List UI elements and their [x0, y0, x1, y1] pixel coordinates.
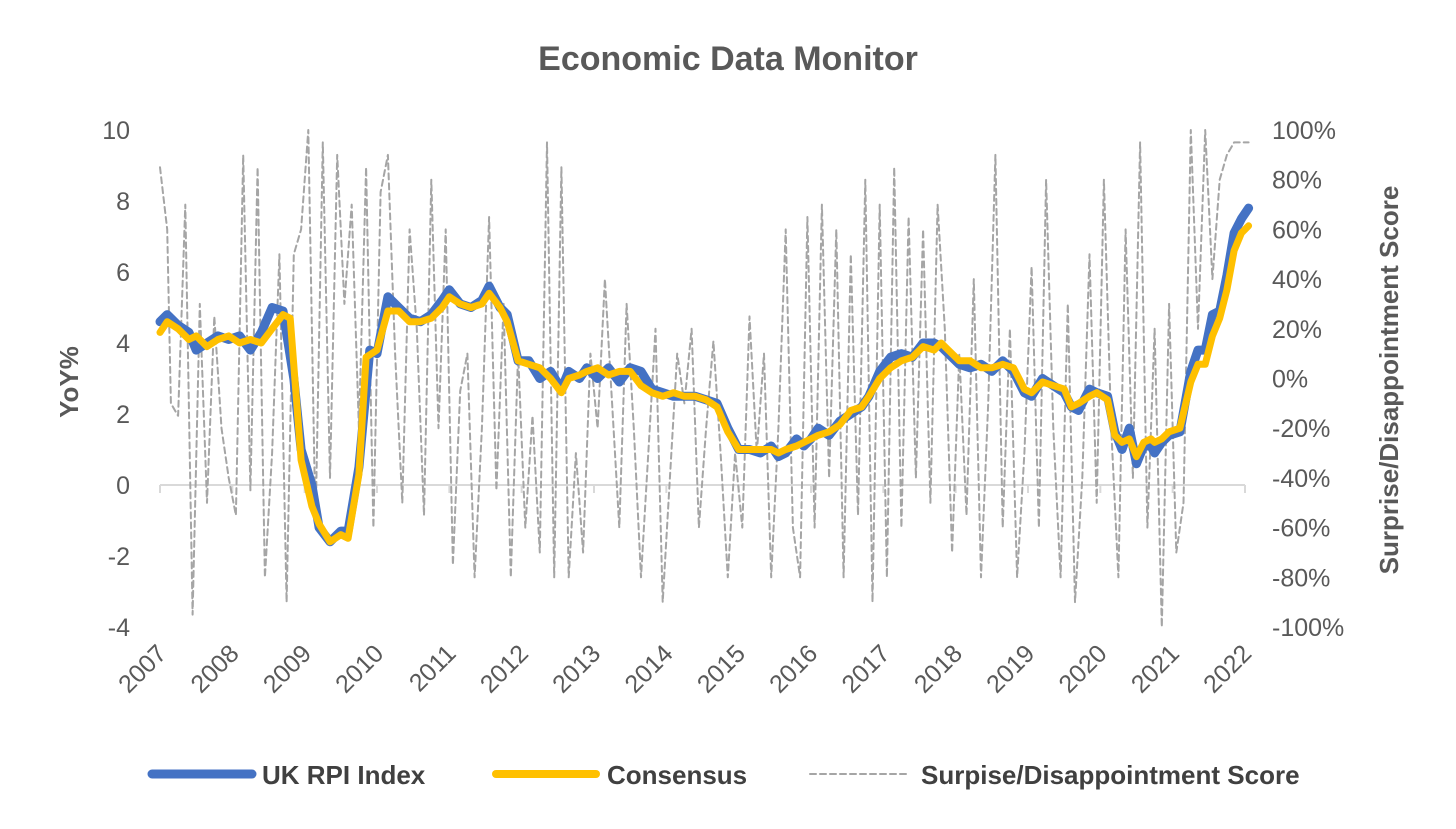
x-tick-label: 2022	[1198, 639, 1257, 698]
y-tick-label-left: -4	[108, 614, 130, 642]
y-axis-label-right: Surprise/Disappointment Score	[1374, 186, 1404, 575]
x-tick-label: 2018	[909, 639, 968, 698]
series-line-score	[159, 129, 1250, 628]
legend-label-score: Surpise/Disappointment Score	[921, 760, 1300, 790]
y-tick-label-right: 80%	[1272, 167, 1322, 195]
y-tick-label-right: -60%	[1272, 515, 1330, 543]
x-tick-label: 2021	[1126, 639, 1185, 698]
y-tick-label-left: 8	[116, 188, 130, 216]
y-tick-label-left: 2	[116, 401, 130, 429]
series-line-consensus	[156, 222, 1253, 546]
y-tick-label-left: 4	[116, 330, 130, 358]
y-tick-label-right: 100%	[1272, 117, 1336, 145]
y-tick-label-right: 20%	[1272, 316, 1322, 344]
y-tick-label-left: 6	[116, 259, 130, 287]
y-tick-label-right: -20%	[1272, 415, 1330, 443]
chart-title: Economic Data Monitor	[538, 40, 918, 78]
x-tick-label: 2009	[258, 639, 317, 698]
y-axis-label-left: YoY%	[54, 346, 84, 418]
legend-label-rpi: UK RPI Index	[262, 760, 426, 790]
y-tick-label-left: 0	[116, 472, 130, 500]
x-tick-label: 2017	[836, 639, 895, 698]
legend-label-consensus: Consensus	[607, 760, 747, 790]
x-tick-label: 2008	[185, 639, 244, 698]
x-tick-label: 2013	[547, 639, 606, 698]
legend: UK RPI Index Consensus Surpise/Disappoin…	[147, 760, 1300, 790]
y-tick-label-right: 40%	[1272, 266, 1322, 294]
x-tick-label: 2020	[1053, 639, 1112, 698]
x-tick-label: 2014	[619, 639, 678, 698]
series-layer	[155, 129, 1254, 628]
x-tick-label: 2010	[330, 639, 389, 698]
y-tick-label-right: 0%	[1272, 366, 1308, 394]
y-tick-label-right: 60%	[1272, 216, 1322, 244]
y-tick-label-right: -40%	[1272, 465, 1330, 493]
tick-layer: 10 8 6 4 2 0 -2 -4 100% 80% 60% 40% 20% 0% -20% -40% -60…	[102, 117, 1344, 699]
x-tick-label: 2019	[981, 639, 1040, 698]
x-tick-label: 2007	[113, 639, 172, 698]
y-tick-label-left: 10	[102, 117, 130, 145]
y-tick-label-left: -2	[108, 543, 130, 571]
x-tick-label: 2011	[404, 639, 462, 697]
x-tick-label: 2012	[475, 639, 534, 698]
x-tick-label: 2016	[764, 639, 823, 698]
x-tick-label: 2015	[692, 639, 751, 698]
y-tick-label-right: -100%	[1272, 614, 1344, 642]
y-tick-label-right: -80%	[1272, 564, 1330, 592]
